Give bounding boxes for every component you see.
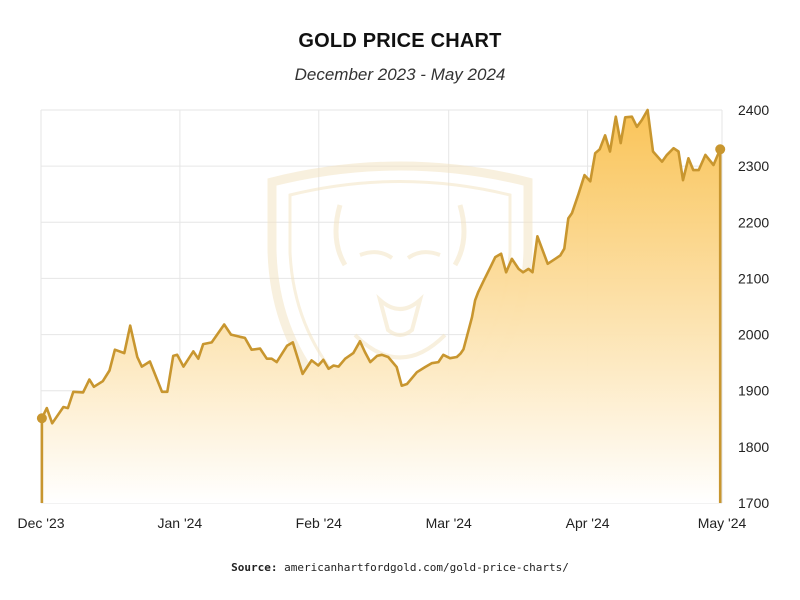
- price-line: [40, 108, 722, 425]
- source-url[interactable]: americanhartfordgold.com/gold-price-char…: [284, 561, 569, 574]
- end-point-marker[interactable]: [715, 144, 726, 155]
- y-tick-label: 1900: [738, 383, 769, 399]
- y-tick-label: 2400: [738, 102, 769, 118]
- source-label: Source:: [231, 561, 278, 574]
- y-tick-label: 2100: [738, 270, 769, 286]
- y-axis-labels: 2400 2300 2200 2100 2000 1900 1800 1700: [738, 102, 769, 511]
- y-tick-label: 2000: [738, 327, 769, 343]
- chart-subtitle: December 2023 - May 2024: [294, 65, 506, 84]
- y-tick-label: 1800: [738, 439, 769, 455]
- y-tick-label: 1700: [738, 495, 769, 511]
- y-tick-label: 2300: [738, 158, 769, 174]
- x-tick-label: Dec '23: [17, 515, 64, 531]
- y-tick-label: 2200: [738, 214, 769, 230]
- x-tick-label: Feb '24: [296, 515, 342, 531]
- x-axis-labels: Dec '23 Jan '24 Feb '24 Mar '24 Apr '24 May '…: [17, 515, 746, 531]
- chart-title: GOLD PRICE CHART: [298, 30, 502, 52]
- x-tick-label: May '24: [698, 515, 747, 531]
- x-tick-label: Jan '24: [158, 515, 203, 531]
- x-tick-label: Apr '24: [566, 515, 610, 531]
- start-point-marker[interactable]: [36, 413, 47, 424]
- x-tick-label: Mar '24: [426, 515, 472, 531]
- price-area-fill: [41, 110, 721, 503]
- source-attribution: Source: americanhartfordgold.com/gold-pr…: [0, 561, 800, 574]
